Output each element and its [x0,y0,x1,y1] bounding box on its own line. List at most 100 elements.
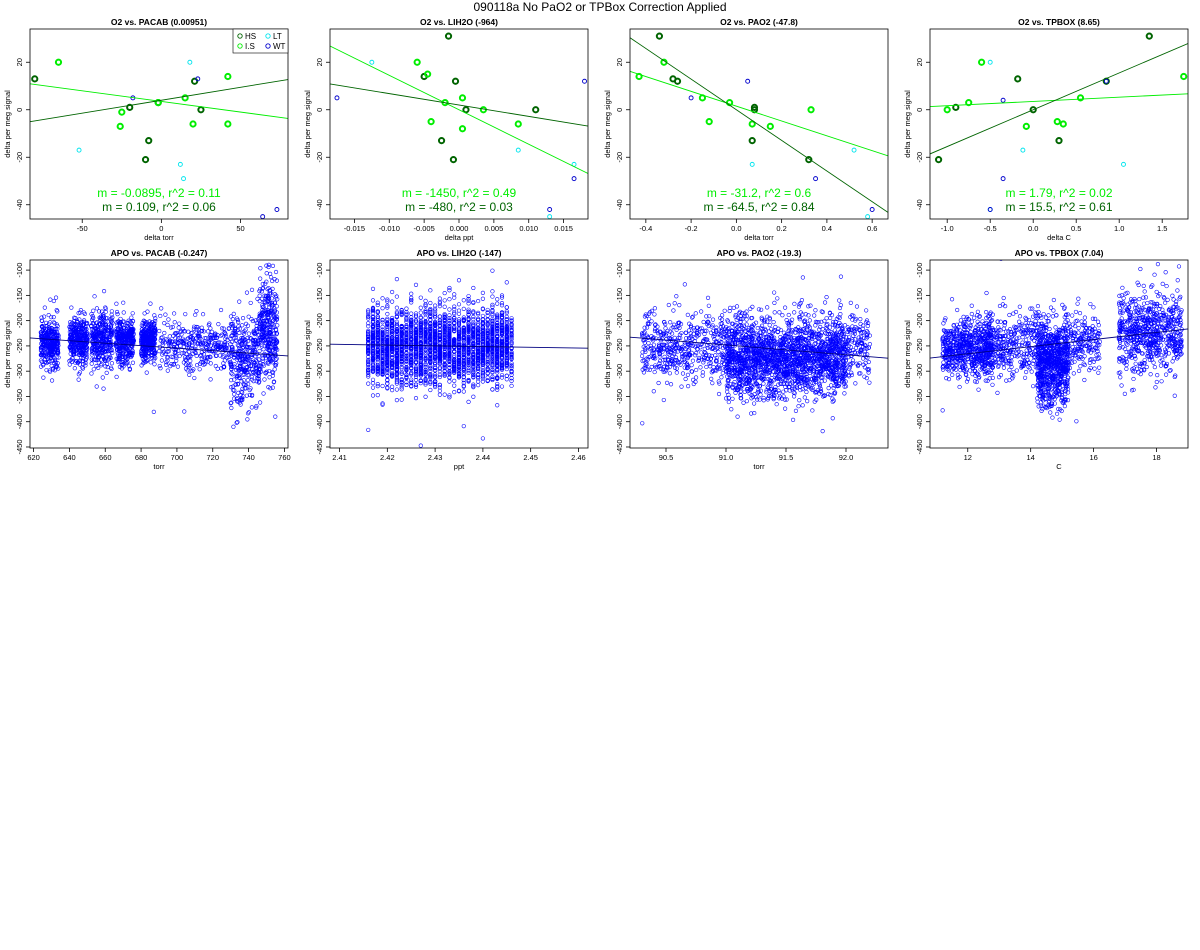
data-point [265,335,270,340]
data-point [235,342,240,348]
data-point [437,388,442,393]
data-point [499,300,505,306]
data-point [273,363,279,368]
data-point [375,324,380,329]
data-point [238,357,243,363]
data-point [215,366,220,371]
data-point [54,333,59,338]
data-point [480,360,485,365]
data-point [266,385,271,390]
data-point [193,344,198,349]
data-point [499,341,505,346]
data-point [157,349,162,354]
data-point [122,334,127,340]
data-point-lt [187,59,193,65]
data-point [485,370,490,376]
data-point-hs [197,106,205,114]
data-point [168,325,174,330]
data-point [101,315,106,321]
legend-label: WT [273,42,286,51]
y-tick-label: 0 [615,108,624,112]
data-point [126,320,131,325]
data-point [52,357,58,363]
data-point [509,383,514,388]
data-point [90,331,95,336]
data-point [476,366,481,371]
data-point [249,374,254,380]
data-point [456,311,462,316]
data-point [274,304,279,309]
data-point-wt [582,78,587,84]
data-point-hs [444,32,453,40]
data-point [119,362,124,367]
data-point [45,336,50,341]
data-point-wt [274,207,280,212]
data-point [268,345,273,350]
fit-label: m = -480, r^2 = 0.03 [405,200,513,214]
data-point [428,308,433,313]
data-point [418,310,423,315]
data-point [264,311,269,316]
data-point [270,319,275,324]
data-point [50,351,55,357]
data-point [380,345,385,350]
data-point [258,266,263,271]
data-point [485,357,490,363]
data-point [495,376,500,381]
data-point [394,321,399,327]
data-point [390,355,395,360]
data-point [98,322,103,327]
data-point [413,319,419,324]
data-point [237,339,243,344]
data-point [129,342,135,347]
data-point [68,320,73,325]
data-point [433,313,438,318]
data-point [272,346,278,352]
data-point [270,309,275,314]
data-point [42,331,47,336]
data-point [212,341,217,346]
data-point [499,310,505,315]
fit-label: m = -0.0895, r^2 = 0.11 [97,186,221,200]
data-point [157,363,162,369]
data-point [260,358,265,364]
data-point [385,311,390,317]
x-tick-label: 760 [278,453,291,462]
y-tick-label: -200 [15,313,24,328]
data-point [196,333,201,338]
data-point-wt [334,95,340,101]
data-point [394,310,399,315]
data-point [509,361,514,366]
data-point-hs [437,137,446,145]
data-point [370,361,376,366]
data-point [82,348,87,353]
data-point [466,367,471,372]
data-point-wt [688,95,694,101]
data-point [116,326,121,331]
data-point [116,335,121,340]
data-point [143,342,148,348]
data-point [495,324,500,329]
data-point [173,336,178,341]
data-point [272,367,277,372]
data-point [49,349,55,354]
data-point [158,366,163,371]
data-point [150,340,155,345]
data-point [485,307,490,313]
data-point [71,343,76,348]
data-point [231,424,236,429]
data-point [84,322,90,327]
data-point [108,365,114,370]
data-point [456,389,462,394]
data-point [160,335,165,340]
data-point [129,326,134,331]
data-point [480,368,485,373]
data-point [251,330,256,335]
data-point [394,305,399,310]
data-point [164,362,169,367]
data-point [471,370,476,375]
data-point-is [1180,72,1188,81]
data-point [390,337,395,342]
data-point [504,347,509,352]
y-tick-label: -300 [15,364,24,379]
